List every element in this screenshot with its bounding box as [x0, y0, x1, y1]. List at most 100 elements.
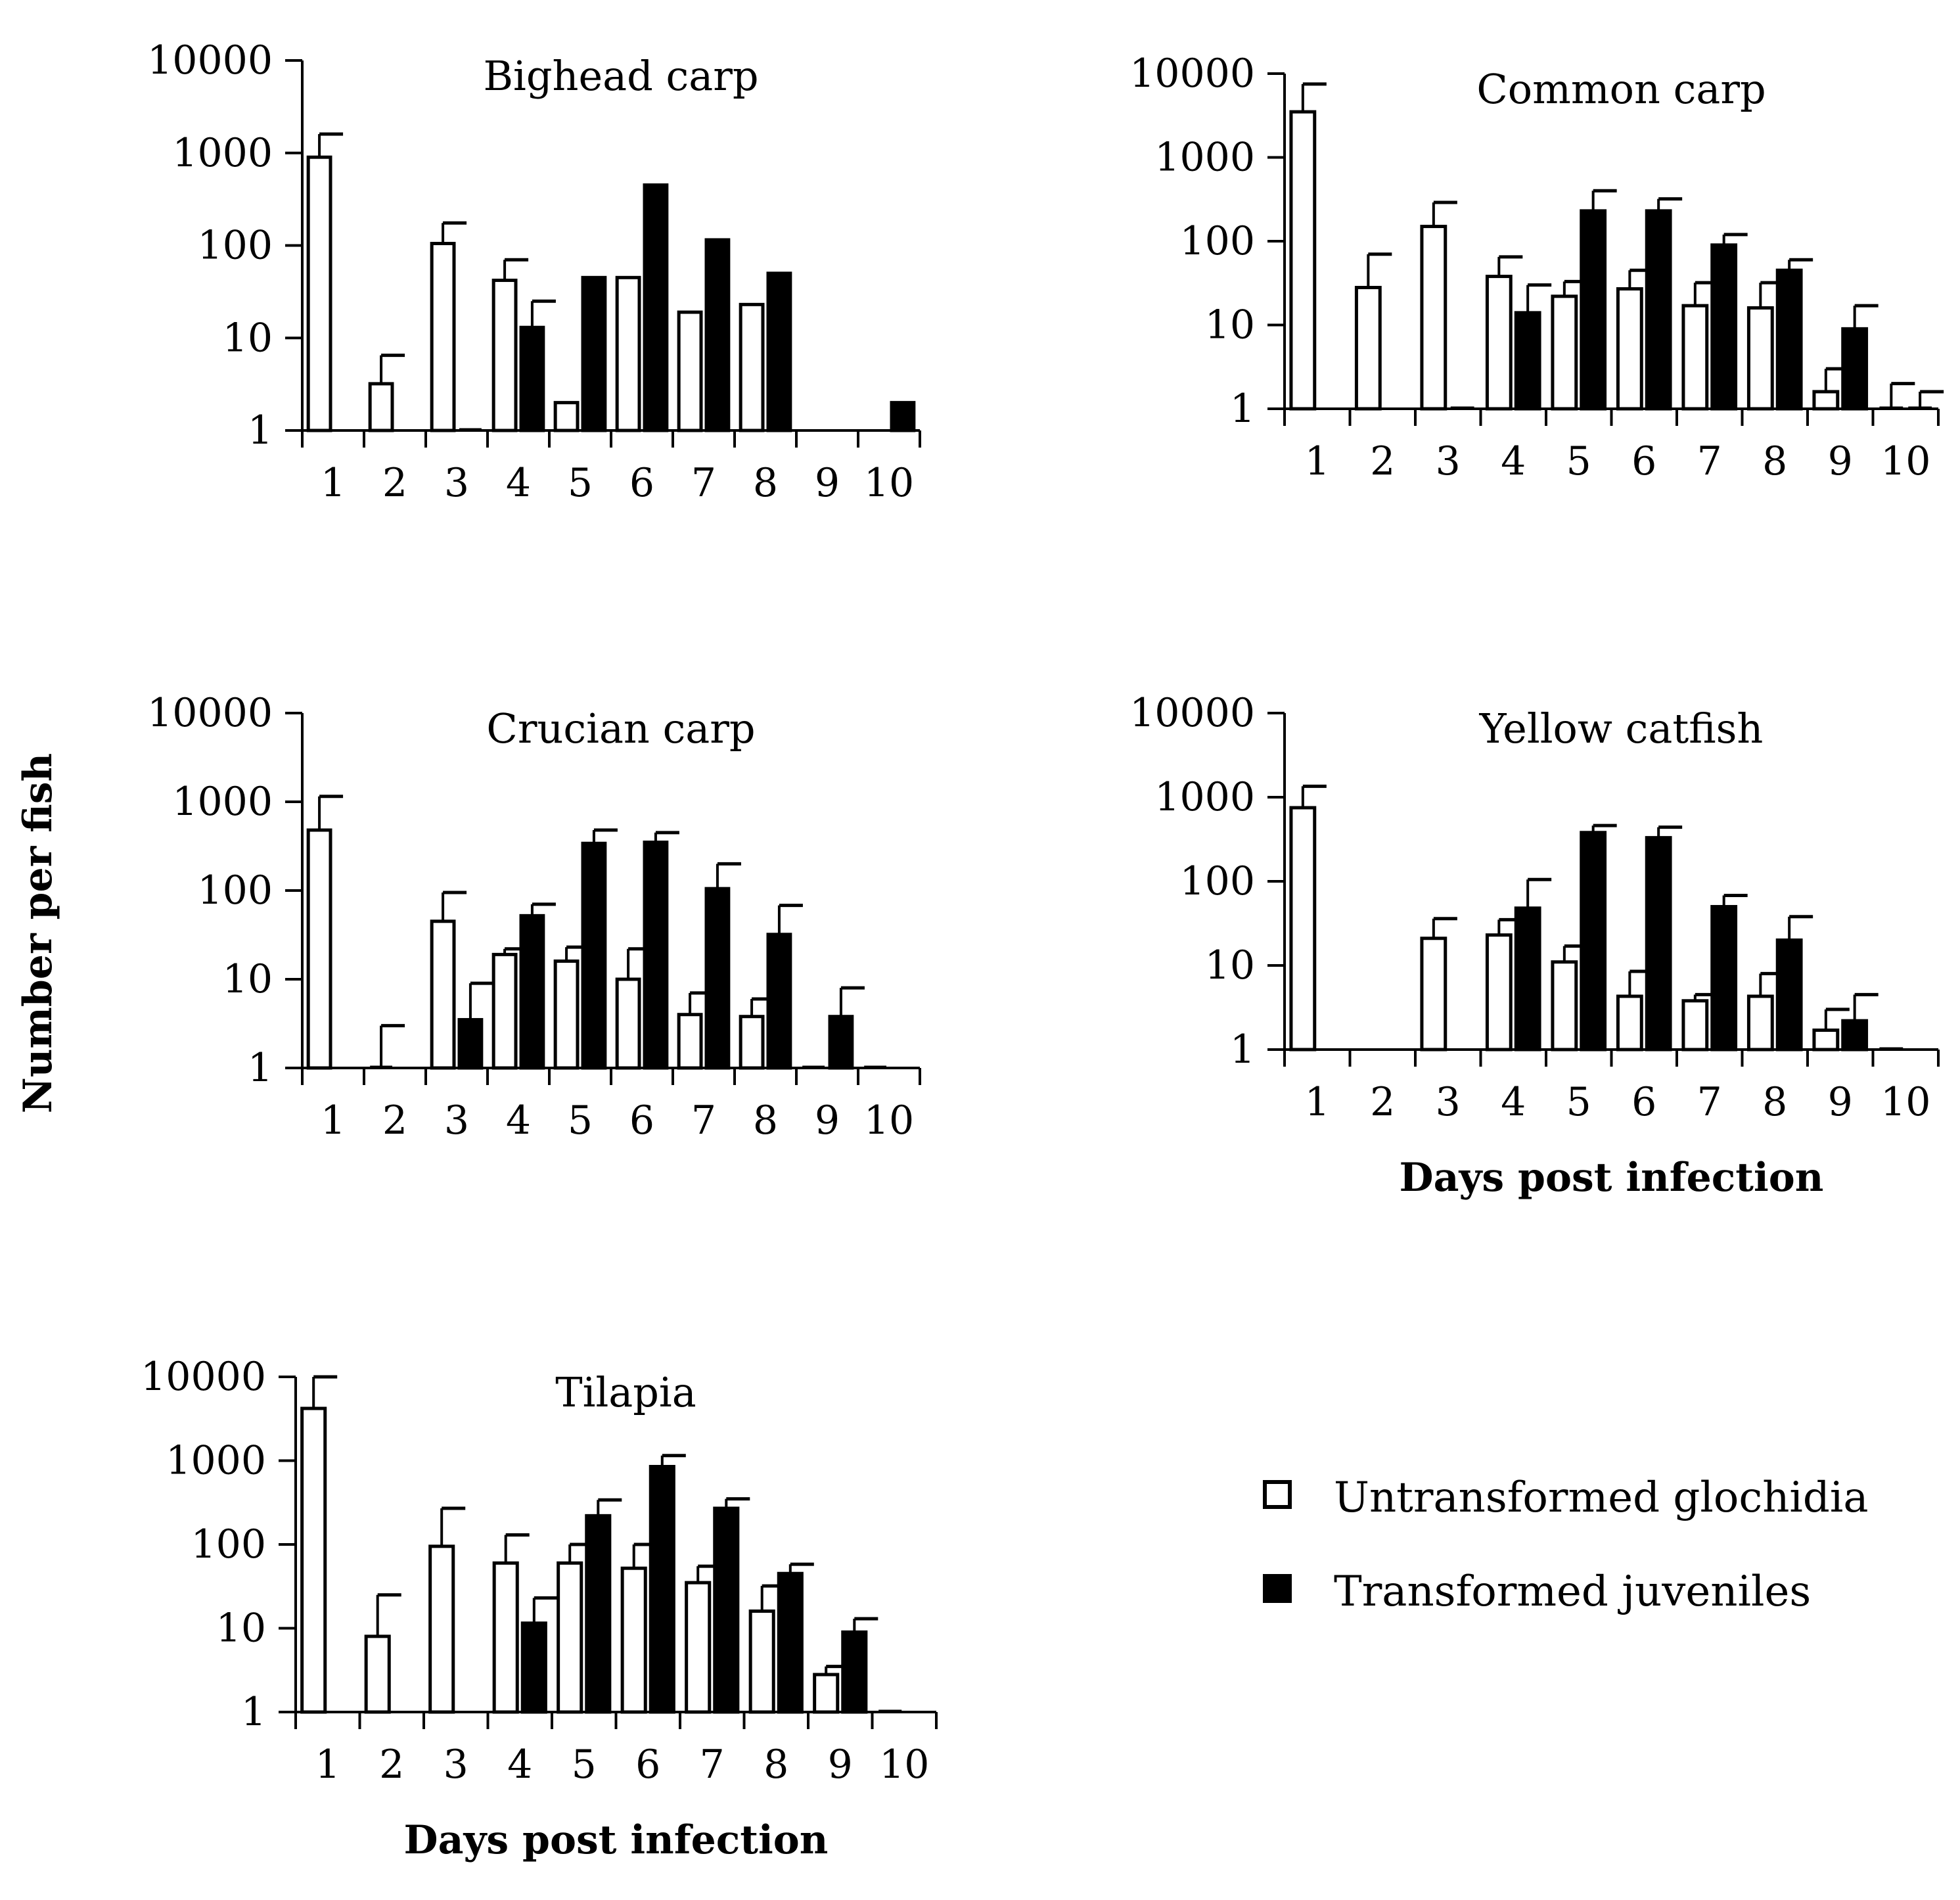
- bar-transformed-day-3: [457, 1018, 484, 1070]
- bar-transformed-day-7: [713, 1506, 740, 1714]
- y-tick-label: 1000: [166, 1438, 266, 1484]
- x-tick-label: 5: [568, 460, 593, 506]
- bar-untransformed-day-4: [491, 279, 518, 432]
- y-tick-label: 1: [248, 1045, 273, 1091]
- x-tick-label: 6: [629, 460, 654, 506]
- y-tick-label: 100: [197, 223, 273, 269]
- bar-untransformed-day-8: [1746, 306, 1774, 411]
- bar-untransformed-day-7: [1681, 304, 1709, 411]
- bar-transformed-day-4: [519, 325, 545, 432]
- bar-untransformed-day-7: [685, 1581, 712, 1714]
- x-tick-label: 5: [568, 1098, 593, 1144]
- y-tick-label: 10000: [1129, 51, 1255, 97]
- y-tick-label: 1: [1230, 1027, 1255, 1073]
- bar-untransformed-day-4: [1485, 275, 1513, 411]
- x-tick-label: 6: [629, 1098, 654, 1144]
- y-tick-label: 1: [1230, 386, 1255, 432]
- bar-untransformed-day-3: [1420, 225, 1447, 411]
- x-tick-label: 1: [321, 1098, 346, 1144]
- bar-untransformed-day-1: [1289, 806, 1317, 1052]
- bar-transformed-day-8: [766, 933, 792, 1070]
- x-tick-label: 9: [1828, 438, 1853, 484]
- bar-transformed-day-8: [1775, 938, 1803, 1052]
- x-tick-label: 8: [1762, 438, 1787, 484]
- x-tick-label: 4: [507, 1742, 532, 1788]
- y-tick-label: 100: [191, 1521, 266, 1567]
- bar-untransformed-day-6: [620, 1566, 647, 1714]
- x-tick-label: 5: [572, 1742, 597, 1788]
- bar-transformed-day-9: [828, 1015, 854, 1070]
- bar-transformed-day-6: [643, 841, 669, 1070]
- x-tick-label: 3: [444, 1742, 468, 1788]
- bar-untransformed-day-9: [813, 1673, 840, 1714]
- bar-transformed-day-7: [1710, 243, 1738, 411]
- bar-untransformed-day-2: [368, 382, 394, 432]
- bar-untransformed-day-7: [1681, 999, 1709, 1052]
- x-tick-label: 10: [1880, 1079, 1930, 1125]
- bar-transformed-day-6: [1645, 836, 1672, 1052]
- x-tick-label: 9: [815, 1098, 840, 1144]
- x-tick-label: 8: [753, 1098, 778, 1144]
- x-tick-label: 1: [1305, 1079, 1330, 1125]
- bar-transformed-day-5: [1580, 209, 1607, 411]
- bar-untransformed-day-3: [428, 1544, 455, 1714]
- bar-transformed-day-6: [643, 183, 669, 432]
- x-tick-label: 9: [815, 460, 840, 506]
- bar-untransformed-day-3: [430, 242, 456, 432]
- y-tick-label: 10: [223, 956, 273, 1002]
- bar-transformed-day-5: [581, 275, 607, 432]
- y-axis-label: Number per fish: [15, 753, 61, 1113]
- bar-transformed-day-7: [704, 238, 731, 432]
- x-axis-label: Days post infection: [1400, 1155, 1824, 1201]
- bar-untransformed-day-6: [615, 275, 641, 432]
- bar-untransformed-day-4: [491, 952, 518, 1070]
- bar-untransformed-day-1: [306, 828, 332, 1070]
- bar-untransformed-day-2: [364, 1634, 391, 1714]
- x-tick-label: 8: [753, 460, 778, 506]
- bar-untransformed-day-6: [615, 977, 641, 1070]
- x-tick-label: 2: [382, 1098, 407, 1144]
- bar-transformed-day-8: [766, 271, 792, 432]
- bar-transformed-day-5: [1580, 831, 1607, 1052]
- y-tick-label: 1: [241, 1689, 266, 1735]
- bar-transformed-day-5: [581, 841, 607, 1070]
- y-tick-label: 1000: [172, 130, 273, 176]
- legend-label-transformed: Transformed juveniles: [1334, 1567, 1811, 1616]
- bar-untransformed-day-4: [492, 1561, 519, 1714]
- y-tick-label: 10: [1205, 302, 1255, 348]
- bar-transformed-day-10: [890, 401, 916, 432]
- x-tick-label: 7: [691, 460, 716, 506]
- bar-untransformed-day-4: [1485, 933, 1513, 1052]
- x-tick-label: 7: [1697, 1079, 1722, 1125]
- bar-untransformed-day-5: [1551, 960, 1578, 1052]
- x-tick-label: 7: [1697, 438, 1722, 484]
- bar-untransformed-day-9: [1812, 1029, 1840, 1052]
- bar-transformed-day-7: [1710, 905, 1738, 1052]
- x-tick-label: 5: [1566, 438, 1591, 484]
- y-tick-label: 100: [1179, 858, 1255, 904]
- bar-untransformed-day-9: [1812, 390, 1840, 411]
- bar-transformed-day-9: [1841, 1019, 1869, 1052]
- bar-transformed-day-8: [1775, 268, 1803, 411]
- bar-untransformed-day-8: [1746, 994, 1774, 1052]
- bar-untransformed-day-5: [553, 401, 580, 432]
- y-tick-label: 10000: [1129, 690, 1255, 736]
- x-tick-label: 7: [700, 1742, 725, 1788]
- bar-transformed-day-8: [777, 1571, 804, 1714]
- x-tick-label: 7: [691, 1098, 716, 1144]
- bar-transformed-day-7: [704, 887, 731, 1070]
- y-tick-label: 10: [216, 1606, 266, 1652]
- y-tick-label: 1000: [1154, 774, 1255, 820]
- bar-untransformed-day-8: [739, 302, 765, 432]
- x-tick-label: 3: [444, 460, 469, 506]
- x-tick-label: 6: [1631, 1079, 1656, 1125]
- x-tick-label: 4: [1501, 438, 1526, 484]
- x-tick-label: 1: [321, 460, 346, 506]
- legend-swatch-untransformed: [1263, 1480, 1292, 1509]
- x-tick-label: 5: [1566, 1079, 1591, 1125]
- chart-title: Crucian carp: [486, 705, 755, 753]
- bar-untransformed-day-6: [1616, 287, 1643, 411]
- y-tick-label: 10000: [147, 37, 273, 83]
